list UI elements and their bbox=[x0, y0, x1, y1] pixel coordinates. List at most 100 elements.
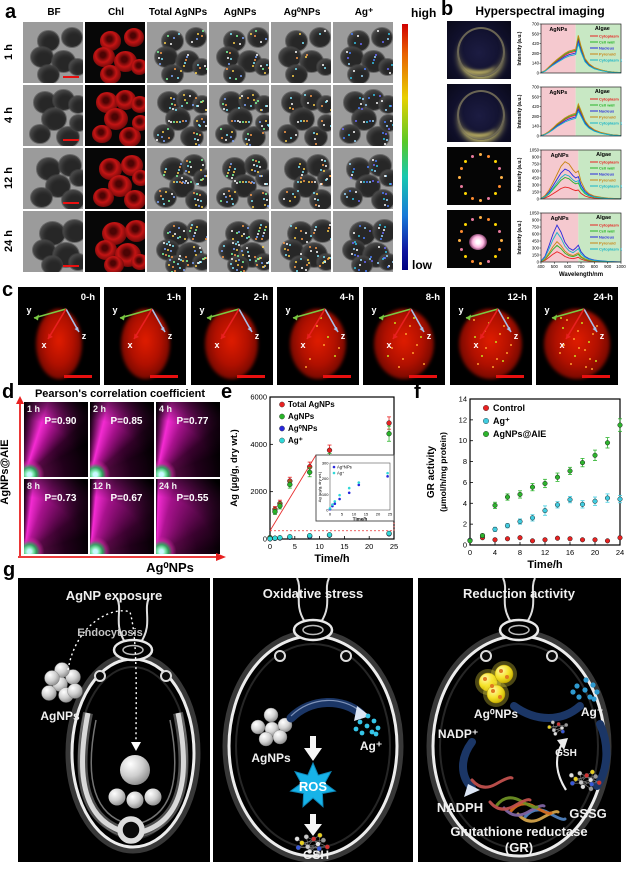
nanoparticle-speckle bbox=[354, 266, 357, 269]
nanoparticle-speckle bbox=[230, 252, 233, 255]
aie-speckle bbox=[587, 341, 590, 343]
x-tick: 20 bbox=[365, 542, 373, 551]
nanoparticle-speckle bbox=[201, 178, 204, 181]
inset-x-tick: 5 bbox=[341, 512, 344, 517]
algal-cell bbox=[34, 92, 56, 113]
nanoparticle-speckle bbox=[363, 227, 366, 230]
nanoparticle-speckle bbox=[179, 180, 182, 183]
nanoparticle-speckle bbox=[246, 143, 249, 146]
nanoparticle-speckle bbox=[321, 182, 324, 185]
algal-cell bbox=[42, 255, 63, 272]
nanoparticle-speckle bbox=[361, 75, 364, 78]
nanoparticle-speckle bbox=[363, 120, 366, 123]
nanoparticle-speckle bbox=[163, 171, 166, 174]
nanoparticle-speckle bbox=[320, 183, 323, 186]
shoulder-organelle bbox=[480, 650, 492, 662]
pearson-panel: 24 h P=0.55 bbox=[156, 479, 220, 554]
nanoparticle-speckle bbox=[316, 251, 319, 254]
nanoparticle-sphere bbox=[41, 685, 57, 701]
nanoparticle-speckle bbox=[199, 125, 202, 128]
nanoparticle-speckle bbox=[360, 258, 363, 261]
nanoparticle-speckle bbox=[250, 182, 253, 185]
nanoparticle-speckle bbox=[323, 30, 326, 33]
nanoparticle-speckle bbox=[197, 182, 200, 185]
nanoparticle-speckle bbox=[363, 181, 366, 184]
nanoparticle-speckle bbox=[291, 102, 293, 105]
legend-entry: AgNPs bbox=[288, 412, 315, 421]
nanoparticle-speckle bbox=[372, 164, 375, 167]
nanoparticle-speckle bbox=[250, 200, 253, 202]
nanoparticle-speckle bbox=[182, 120, 185, 123]
shoulder-organelle bbox=[274, 650, 286, 662]
nanoparticle-speckle bbox=[224, 138, 227, 141]
nanoparticle-speckle bbox=[190, 181, 193, 184]
legend-entry: Cytoplasm bbox=[599, 160, 619, 165]
y-tick: 420 bbox=[532, 104, 540, 109]
panel-e-label: e bbox=[221, 381, 233, 403]
aie-speckle bbox=[495, 358, 498, 360]
nanoparticle-speckle bbox=[263, 229, 266, 232]
nanoparticle-speckle bbox=[249, 144, 252, 146]
algal-cell bbox=[352, 108, 377, 131]
panel-a-label: a bbox=[5, 1, 17, 23]
molecule-atom bbox=[551, 728, 556, 733]
algal-cell bbox=[194, 169, 207, 187]
nanoparticle-speckle bbox=[187, 264, 190, 267]
nanoparticle-speckle bbox=[197, 204, 200, 207]
y-axis-label: y bbox=[285, 305, 290, 315]
nanoparticle-speckle bbox=[205, 256, 207, 259]
region-label-algae: Algae bbox=[595, 26, 610, 32]
nanoparticle-speckle bbox=[164, 253, 167, 256]
shoulder-organelle bbox=[160, 670, 172, 682]
nanoparticle-speckle bbox=[237, 120, 240, 122]
inset-legend-entry: Ag⁺ bbox=[337, 471, 344, 476]
nanoparticle-speckle bbox=[384, 256, 387, 259]
nanoparticle-speckle bbox=[375, 165, 378, 168]
data-point bbox=[592, 537, 598, 543]
algal-cell bbox=[371, 189, 393, 209]
nanoparticle-speckle bbox=[296, 269, 299, 272]
x-axis-label: x bbox=[473, 340, 478, 350]
agnps-region bbox=[541, 213, 579, 262]
micrograph-cell bbox=[23, 148, 83, 209]
ring-speckle bbox=[479, 262, 482, 265]
algal-cell bbox=[310, 220, 331, 242]
nanoparticle-speckle bbox=[374, 53, 377, 56]
nanoparticle-speckle bbox=[304, 56, 307, 59]
algal-cell bbox=[243, 126, 266, 146]
data-point bbox=[492, 526, 498, 532]
nanoparticle-speckle bbox=[168, 244, 171, 247]
algal-cell bbox=[301, 90, 323, 110]
nanoparticle-speckle bbox=[188, 229, 191, 232]
ion-dot bbox=[570, 689, 576, 695]
nanoparticle-speckle bbox=[355, 191, 358, 194]
algal-cell bbox=[224, 31, 246, 51]
nanoparticle-speckle bbox=[197, 63, 200, 66]
data-point bbox=[517, 518, 523, 525]
nanoparticle-speckle bbox=[205, 109, 207, 112]
inset-data-point bbox=[331, 503, 334, 506]
colorbar-low-label: low bbox=[412, 258, 432, 272]
algal-cell bbox=[70, 169, 83, 187]
panel-d-ylabel: AgNPs@AIE bbox=[0, 439, 11, 505]
inset-xlabel: Time/h bbox=[353, 517, 368, 522]
nanoparticle-speckle bbox=[177, 76, 180, 79]
nanoparticle-speckle bbox=[392, 261, 393, 264]
nanoparticle-speckle bbox=[308, 181, 311, 184]
nanoparticle-speckle bbox=[193, 132, 196, 134]
micrograph-cell bbox=[209, 85, 269, 146]
algal-cell bbox=[294, 175, 319, 198]
nanoparticle-speckle bbox=[171, 234, 174, 237]
nanoparticle-speckle bbox=[179, 255, 182, 258]
nanoparticle-speckle bbox=[312, 231, 315, 234]
nanoparticle-speckle bbox=[255, 165, 258, 168]
pearson-time-label: 12 h bbox=[93, 481, 112, 491]
nanoparticle-speckle bbox=[232, 266, 235, 269]
gsh-arrowhead bbox=[557, 738, 568, 750]
nanoparticle-speckle bbox=[220, 249, 223, 252]
y-tick: 1050 bbox=[529, 148, 539, 153]
nanoparticle-speckle bbox=[187, 171, 190, 174]
nanoparticle-speckle bbox=[267, 261, 269, 264]
nanoparticle-speckle bbox=[156, 133, 159, 136]
